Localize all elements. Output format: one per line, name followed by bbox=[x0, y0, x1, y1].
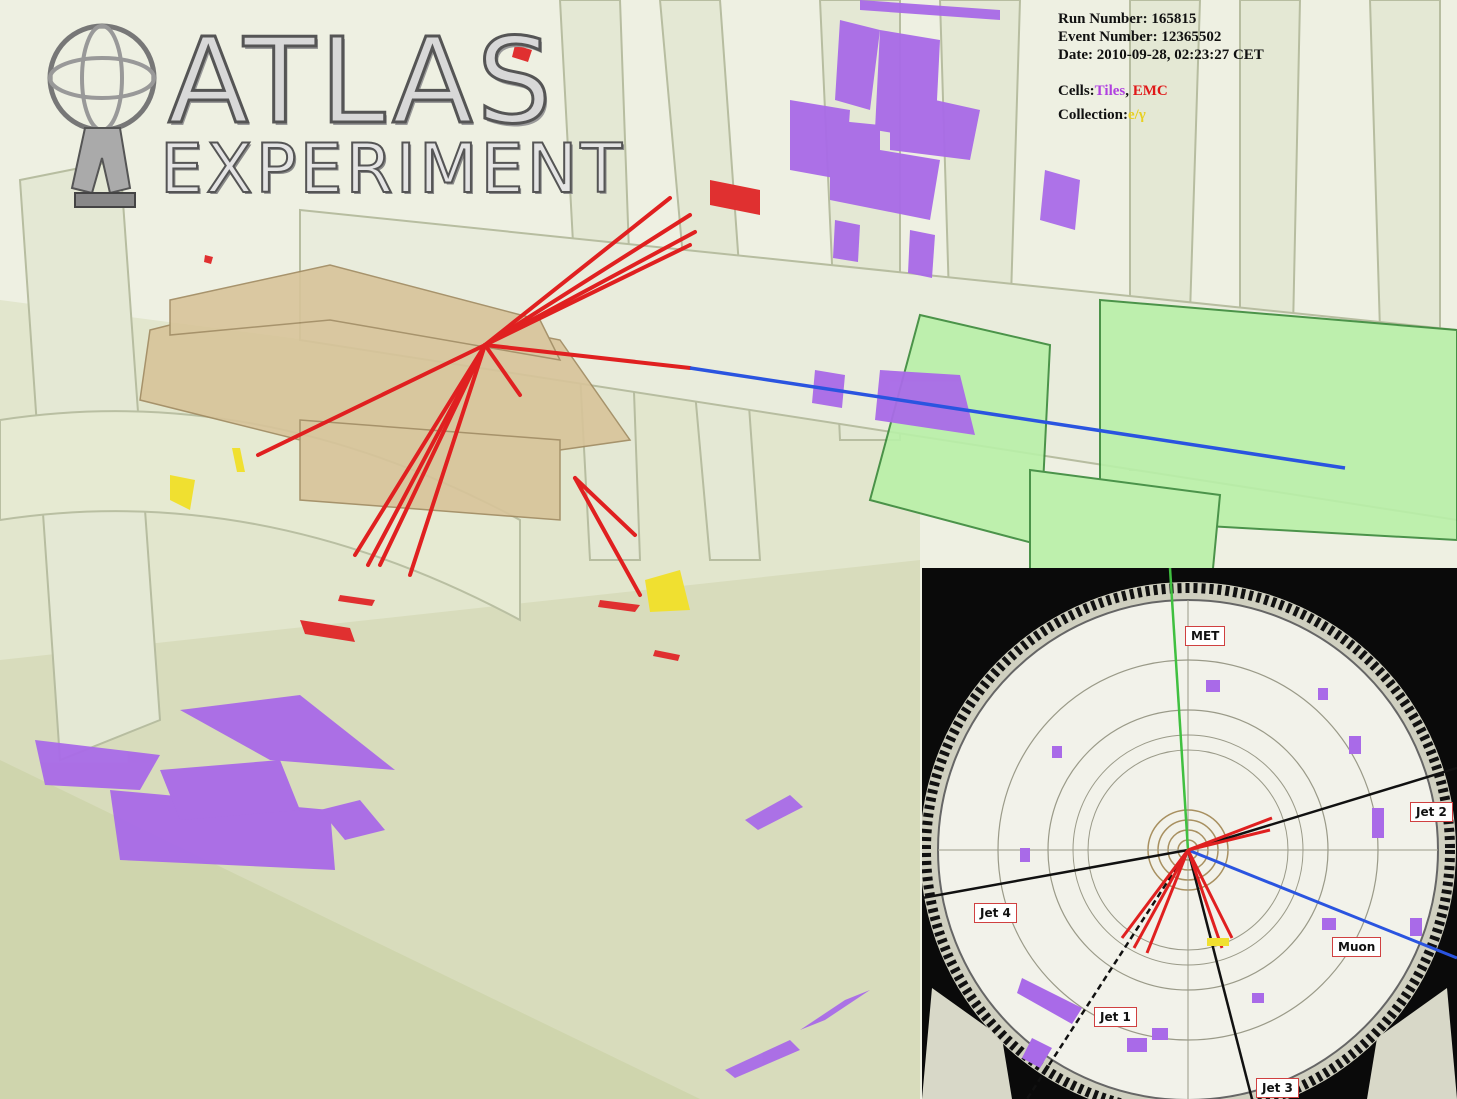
collection-label: Collection: bbox=[1058, 107, 1128, 123]
logo-subtitle: EXPERIMENT bbox=[159, 130, 625, 209]
collection-legend: Collection:e/γ bbox=[1058, 106, 1264, 124]
cells-separator: , bbox=[1125, 83, 1133, 99]
transverse-view-graphic bbox=[922, 568, 1457, 1099]
transverse-view-inset: MET Jet 2 Jet 4 Muon Jet 1 Jet 3 bbox=[922, 568, 1457, 1099]
event-date: Date: 2010-09-28, 02:23:27 CET bbox=[1058, 47, 1264, 63]
cells-emc: EMC bbox=[1132, 83, 1168, 99]
jet1-label: Jet 1 bbox=[1094, 1007, 1137, 1027]
jet2-label: Jet 2 bbox=[1410, 802, 1453, 822]
logo-title: ATLAS bbox=[167, 12, 556, 150]
cells-label: Cells: bbox=[1058, 83, 1095, 99]
jet4-label: Jet 4 bbox=[974, 903, 1017, 923]
cells-tiles: Tiles bbox=[1094, 83, 1126, 99]
jet3-label: Jet 3 bbox=[1256, 1078, 1299, 1098]
muon-label: Muon bbox=[1332, 937, 1382, 957]
met-label: MET bbox=[1185, 626, 1226, 646]
atlas-logo: ATLAS EXPERIMENT bbox=[40, 18, 623, 218]
event-info: Run Number: 165815 Event Number: 1236550… bbox=[1058, 10, 1264, 124]
atlas-figure-icon bbox=[47, 23, 157, 208]
run-number: Run Number: 165815 bbox=[1058, 11, 1197, 27]
event-number: Event Number: 12365502 bbox=[1058, 29, 1222, 45]
collection-value: e/γ bbox=[1127, 107, 1146, 123]
cells-legend: Cells:Tiles, EMC bbox=[1058, 82, 1264, 100]
